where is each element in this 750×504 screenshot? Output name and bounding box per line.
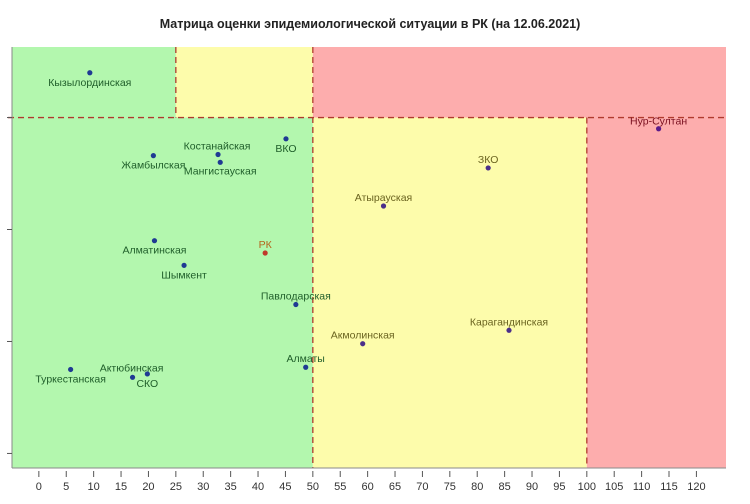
- x-tick-label: 55: [334, 481, 346, 493]
- x-tick-label: 20: [142, 481, 154, 493]
- threshold-lines: [8, 47, 726, 468]
- point-label: Актюбинская: [100, 362, 164, 374]
- x-tick-label: 15: [115, 481, 127, 493]
- point-label: Туркестанская: [35, 373, 106, 385]
- data-point: [144, 371, 150, 377]
- point-label: РК: [259, 239, 273, 251]
- point-label: Алматинская: [122, 245, 186, 257]
- x-tick-label: 25: [170, 481, 182, 493]
- x-tick-label: 70: [416, 481, 428, 493]
- data-point: [380, 203, 387, 209]
- point-label: Шымкент: [161, 269, 207, 281]
- axes: 0 5 10 15 20 25 30 35 40 45 50 55 60 65 70 75 80 85 90 95 10…: [7, 47, 726, 493]
- x-tick-label: 100: [578, 481, 596, 493]
- data-point: [151, 238, 158, 244]
- data-point: [129, 374, 136, 380]
- data-point: [68, 366, 74, 373]
- data-point: [215, 151, 221, 158]
- data-point: [360, 341, 366, 347]
- zone-yellow: [312, 117, 587, 469]
- x-tick-label: 90: [526, 481, 538, 493]
- x-tick-label: 50: [307, 481, 319, 493]
- x-tick-label: 30: [197, 481, 209, 493]
- x-tick-label: 95: [553, 481, 565, 493]
- data-point: [303, 364, 309, 370]
- x-tick-label: 75: [444, 481, 456, 493]
- point-label: Кызылординская: [48, 77, 131, 89]
- data-point: [506, 327, 512, 333]
- x-tick-label: 0: [36, 481, 42, 493]
- zone-green-top: [12, 47, 176, 118]
- x-tick-label: 35: [225, 481, 237, 493]
- point-label: ЗКО: [478, 154, 499, 166]
- zone-yellow-top: [175, 47, 313, 118]
- point-label: Павлодарская: [261, 291, 331, 303]
- data-point: [181, 262, 187, 268]
- x-tick-label: 60: [362, 481, 374, 493]
- data-point: [293, 301, 299, 308]
- point-label: Алматы: [287, 353, 325, 365]
- data-point: [656, 126, 662, 132]
- x-tick-label: 5: [63, 481, 69, 493]
- point-label: Жамбылская: [121, 160, 185, 172]
- point-label: Мангистауская: [184, 165, 257, 177]
- point-label: СКО: [136, 378, 158, 390]
- data-point: [150, 153, 156, 159]
- point-label: Нур-Султан: [630, 116, 687, 128]
- x-tick-label: 110: [633, 481, 651, 493]
- data-point: [87, 70, 93, 76]
- data-point: [485, 165, 491, 171]
- chart-title: Матрица оценки эпидемиологической ситуац…: [160, 17, 581, 31]
- x-tick-label: 45: [279, 481, 291, 493]
- x-tick-label: 105: [605, 481, 623, 493]
- point-label: Карагандинская: [470, 316, 548, 328]
- point-label: Акмолинская: [331, 330, 395, 342]
- x-tick-label: 115: [660, 481, 678, 493]
- data-point: [262, 250, 268, 256]
- point-label: Костанайская: [184, 140, 251, 152]
- zone-red: [586, 117, 726, 469]
- x-tick-label: 85: [498, 481, 510, 493]
- risk-zones: [12, 47, 726, 469]
- data-point: [283, 136, 289, 142]
- x-tick-label: 65: [389, 481, 401, 493]
- data-point: [217, 159, 223, 165]
- x-tick-label: 10: [88, 481, 100, 493]
- x-tick-label: 80: [471, 481, 483, 493]
- zone-green: [12, 117, 313, 469]
- point-label: Атырауская: [355, 192, 412, 204]
- zone-red-top: [312, 47, 726, 118]
- data-points: Кызылординская Нур-Султан Жамбылская Костан…: [35, 70, 687, 390]
- x-tick-label: 40: [252, 481, 264, 493]
- x-tick-label: 120: [687, 481, 705, 493]
- point-label: ВКО: [275, 143, 296, 155]
